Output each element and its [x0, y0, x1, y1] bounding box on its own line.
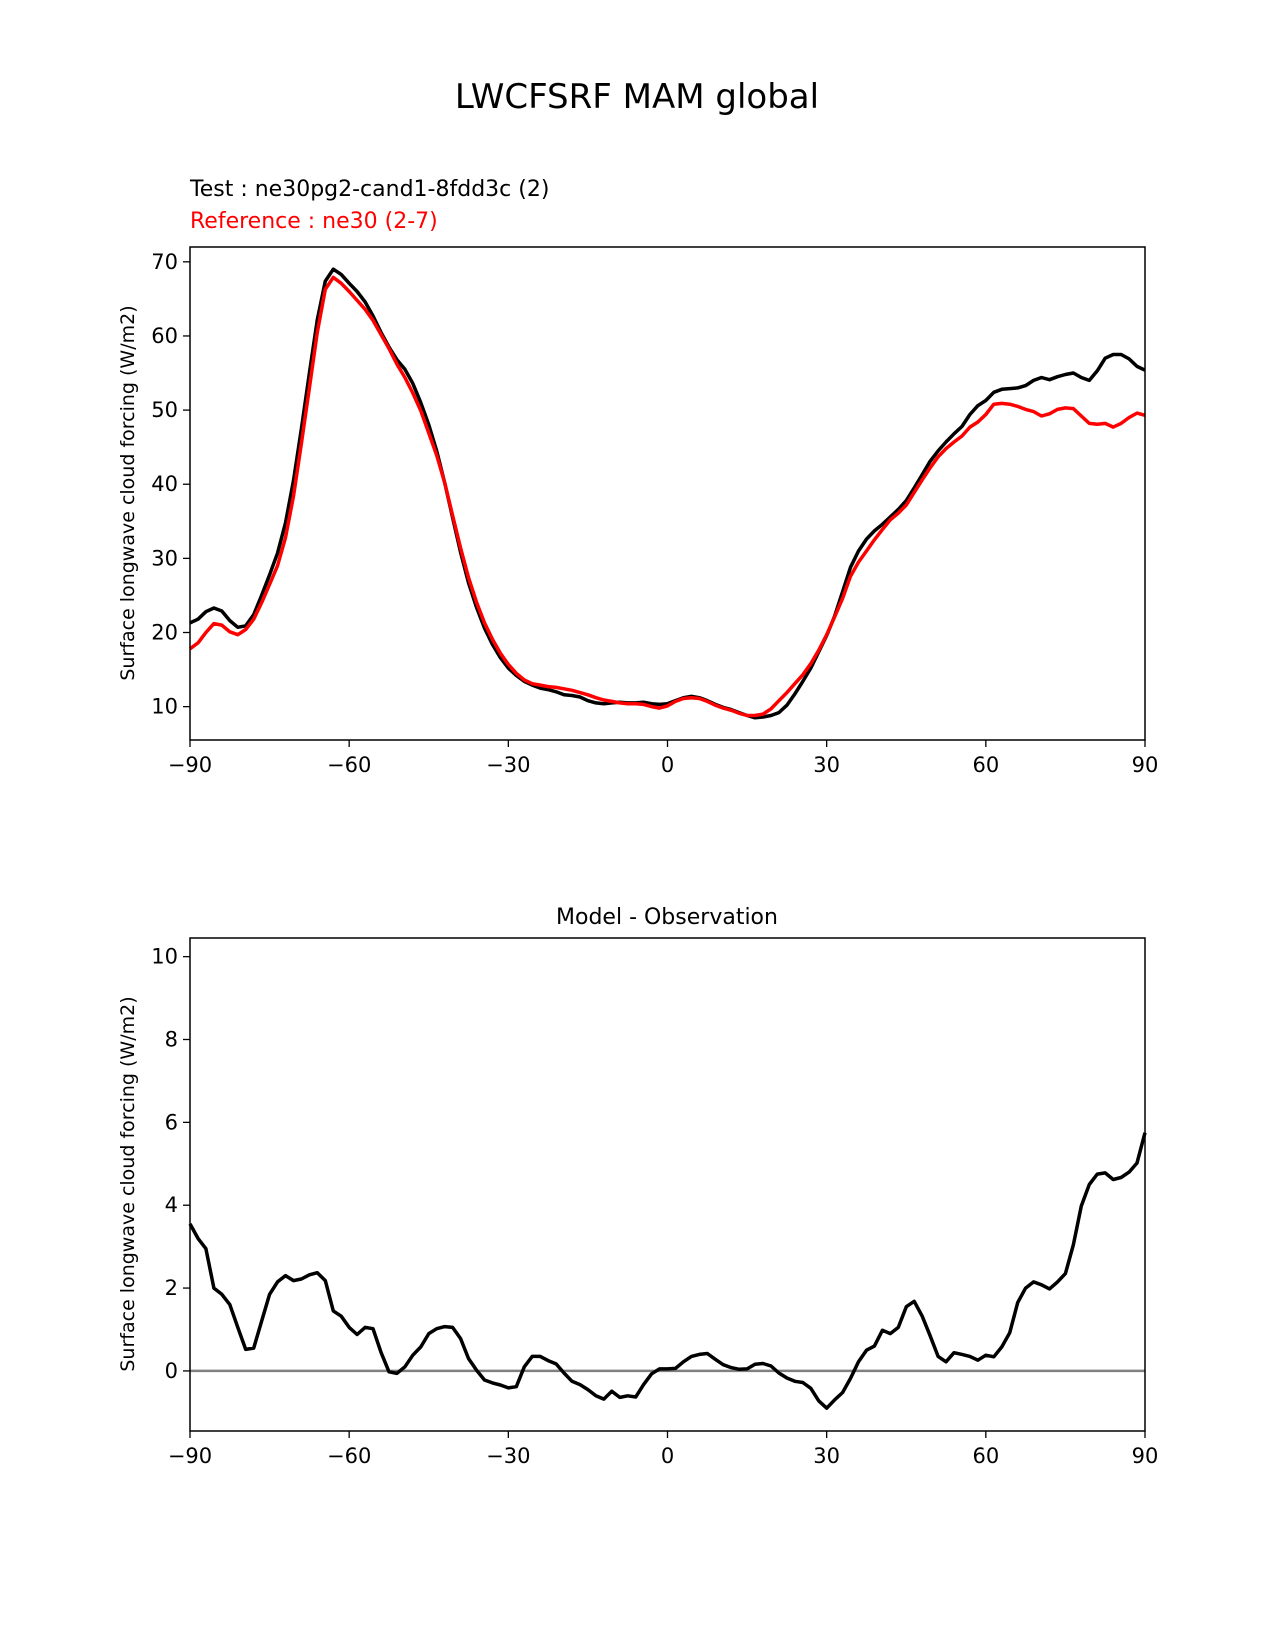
top-plot-marks [188, 267, 1146, 720]
top-y-tick-label: 40 [151, 472, 178, 496]
figure-title: LWCFSRF MAM global [455, 77, 819, 117]
top-axis-ticks: −90 −60 −30 0 30 60 90 10 20 30 40 50 60 70 [151, 250, 1158, 777]
top-x-tick-label: 30 [813, 753, 840, 777]
bottom-y-tick-label: 10 [151, 945, 178, 969]
bottom-y-tick-label: 8 [165, 1028, 178, 1052]
bottom-x-tick-label: 0 [661, 1444, 674, 1468]
bottom-y-tick-label: 6 [165, 1110, 178, 1134]
top-x-tick-label: 90 [1132, 753, 1159, 777]
top-y-tick-label: 30 [151, 546, 178, 570]
top-x-tick-label: 60 [972, 753, 999, 777]
top-series-test-line [189, 267, 1146, 720]
bottom-y-tick-label: 2 [165, 1276, 178, 1300]
bottom-axis-ticks: −90 −60 −30 0 30 60 90 0 2 4 6 8 10 [151, 945, 1158, 1468]
bottom-x-tick-label: 30 [813, 1444, 840, 1468]
bottom-plot-marks [188, 1132, 1147, 1410]
top-y-tick-label: 20 [151, 621, 178, 645]
bottom-x-tick-label: −90 [168, 1444, 212, 1468]
bottom-y-tick-label: 4 [165, 1193, 178, 1217]
bottom-chart-title: Model - Observation [556, 905, 778, 930]
legend-test-label: Test : ne30pg2-cand1-8fdd3c (2) [189, 177, 549, 202]
bottom-x-tick-label: 60 [972, 1444, 999, 1468]
bottom-chart: Model - Observation Surface longwave clo… [117, 905, 1158, 1468]
legend-reference-label: Reference : ne30 (2-7) [190, 209, 438, 234]
top-plot-frame [189, 246, 1146, 741]
top-chart: Test : ne30pg2-cand1-8fdd3c (2) Referenc… [117, 177, 1158, 777]
top-x-tick-label: −60 [327, 753, 371, 777]
top-x-tick-label: −90 [168, 753, 212, 777]
top-x-tick-label: 0 [661, 753, 674, 777]
bottom-y-tick-label: 0 [165, 1359, 178, 1383]
bottom-x-tick-label: −60 [327, 1444, 371, 1468]
bottom-x-tick-label: −30 [486, 1444, 530, 1468]
top-y-axis-label: Surface longwave cloud forcing (W/m2) [117, 305, 139, 680]
top-y-tick-label: 60 [151, 324, 178, 348]
top-y-tick-label: 70 [151, 250, 178, 274]
top-y-tick-label: 50 [151, 398, 178, 422]
bottom-x-tick-label: 90 [1132, 1444, 1159, 1468]
top-x-tick-label: −30 [486, 753, 530, 777]
bottom-series-difference-line [188, 1132, 1147, 1410]
top-y-tick-label: 10 [151, 695, 178, 719]
bottom-y-axis-label: Surface longwave cloud forcing (W/m2) [117, 996, 139, 1371]
bottom-plot-frame [189, 937, 1146, 1432]
top-series-reference-line [188, 275, 1146, 718]
